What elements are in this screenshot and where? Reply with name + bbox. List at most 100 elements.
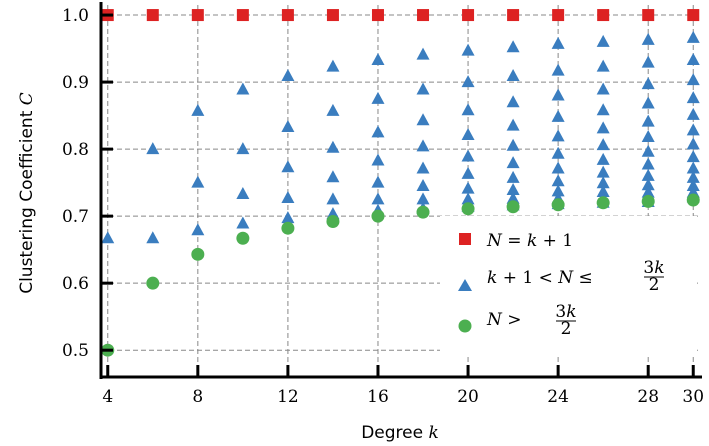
point-triangle: [191, 175, 205, 188]
point-circle: [236, 231, 250, 245]
point-square: [236, 9, 249, 22]
x-tick-label: 12: [277, 387, 299, 407]
point-triangle: [641, 168, 655, 181]
point-triangle: [641, 55, 655, 68]
point-triangle: [686, 30, 700, 43]
point-triangle: [596, 176, 610, 189]
point-triangle: [506, 69, 520, 82]
point-triangle: [551, 146, 565, 159]
point-circle: [191, 247, 205, 261]
point-triangle: [326, 192, 340, 205]
point-triangle: [236, 82, 250, 95]
x-tick-label: 20: [457, 387, 479, 407]
legend-fraction-num-1: 3k: [643, 258, 664, 278]
point-triangle: [281, 211, 295, 224]
legend-label-n-equals-k-plus-1: N = k + 1: [486, 231, 573, 251]
legend-fraction-den-1: 2: [649, 275, 660, 295]
point-triangle: [686, 150, 700, 163]
point-square: [326, 9, 339, 22]
point-circle: [551, 198, 565, 212]
point-circle: [281, 221, 295, 235]
point-triangle: [641, 157, 655, 170]
point-circle: [326, 214, 340, 228]
tick-marks: [101, 13, 695, 377]
point-triangle: [371, 52, 385, 65]
point-square: [281, 9, 294, 22]
point-triangle: [641, 130, 655, 143]
point-triangle: [371, 192, 385, 205]
point-triangle: [101, 231, 115, 244]
legend-label-middle-range: k + 1 < N ≤: [487, 268, 593, 288]
y-tick-label: 0.9: [62, 73, 89, 93]
point-square: [417, 9, 430, 22]
point-triangle: [506, 156, 520, 169]
point-triangle: [416, 161, 430, 174]
y-tick-label: 1.0: [62, 6, 89, 26]
point-triangle: [461, 181, 475, 194]
x-tick-label: 8: [192, 387, 203, 407]
point-triangle: [416, 139, 430, 152]
point-triangle: [326, 140, 340, 153]
point-triangle: [326, 103, 340, 116]
point-triangle: [191, 103, 205, 116]
point-triangle: [551, 36, 565, 49]
legend-marker-square: [459, 233, 471, 245]
point-triangle: [686, 161, 700, 174]
legend-marker-triangle: [458, 279, 472, 291]
point-circle: [686, 193, 700, 207]
y-tick-label: 0.7: [62, 207, 89, 227]
point-triangle: [551, 174, 565, 187]
point-triangle: [281, 69, 295, 82]
point-circle: [146, 276, 160, 290]
point-circle: [506, 200, 520, 214]
x-tick-label: 30: [682, 387, 704, 407]
point-square: [642, 9, 655, 22]
point-triangle: [641, 32, 655, 45]
point-triangle: [236, 216, 250, 229]
point-triangle: [551, 129, 565, 142]
point-triangle: [281, 191, 295, 204]
point-circle: [596, 196, 610, 210]
legend-label-n-gt: N >: [486, 310, 522, 330]
point-triangle: [506, 95, 520, 108]
point-triangle: [506, 170, 520, 183]
legend-fraction-num-2: 3k: [555, 302, 576, 322]
tick-labels: 4 8 12 16 20 24 28 30 0.5 0.6 0.7 0.8 0.9 1.0: [62, 6, 704, 407]
point-triangle: [506, 182, 520, 195]
point-triangle: [641, 114, 655, 127]
point-triangle: [506, 118, 520, 131]
point-triangle: [596, 152, 610, 165]
x-tick-label: 16: [367, 387, 389, 407]
point-triangle: [506, 138, 520, 151]
point-square: [552, 9, 565, 22]
point-triangle: [371, 125, 385, 138]
data-points: [101, 9, 700, 357]
point-triangle: [371, 91, 385, 104]
y-tick-label: 0.5: [62, 341, 89, 361]
point-triangle: [551, 63, 565, 76]
point-square: [371, 9, 384, 22]
point-triangle: [461, 128, 475, 141]
point-triangle: [416, 178, 430, 191]
point-triangle: [686, 137, 700, 150]
point-triangle: [686, 170, 700, 183]
point-triangle: [686, 52, 700, 65]
point-triangle: [416, 113, 430, 126]
point-triangle: [416, 82, 430, 95]
point-triangle: [146, 142, 160, 155]
point-square: [687, 9, 700, 22]
point-triangle: [461, 192, 475, 205]
point-square: [507, 9, 520, 22]
legend-fraction-den-2: 2: [561, 319, 572, 339]
point-triangle: [641, 96, 655, 109]
point-triangle: [236, 142, 250, 155]
point-triangle: [506, 40, 520, 53]
point-square: [597, 9, 610, 22]
x-tick-label: 24: [547, 387, 569, 407]
point-triangle: [416, 192, 430, 205]
point-triangle: [551, 88, 565, 101]
legend-marker-circle: [458, 319, 472, 333]
point-triangle: [146, 231, 160, 244]
point-circle: [371, 209, 385, 223]
axes: [99, 2, 702, 379]
